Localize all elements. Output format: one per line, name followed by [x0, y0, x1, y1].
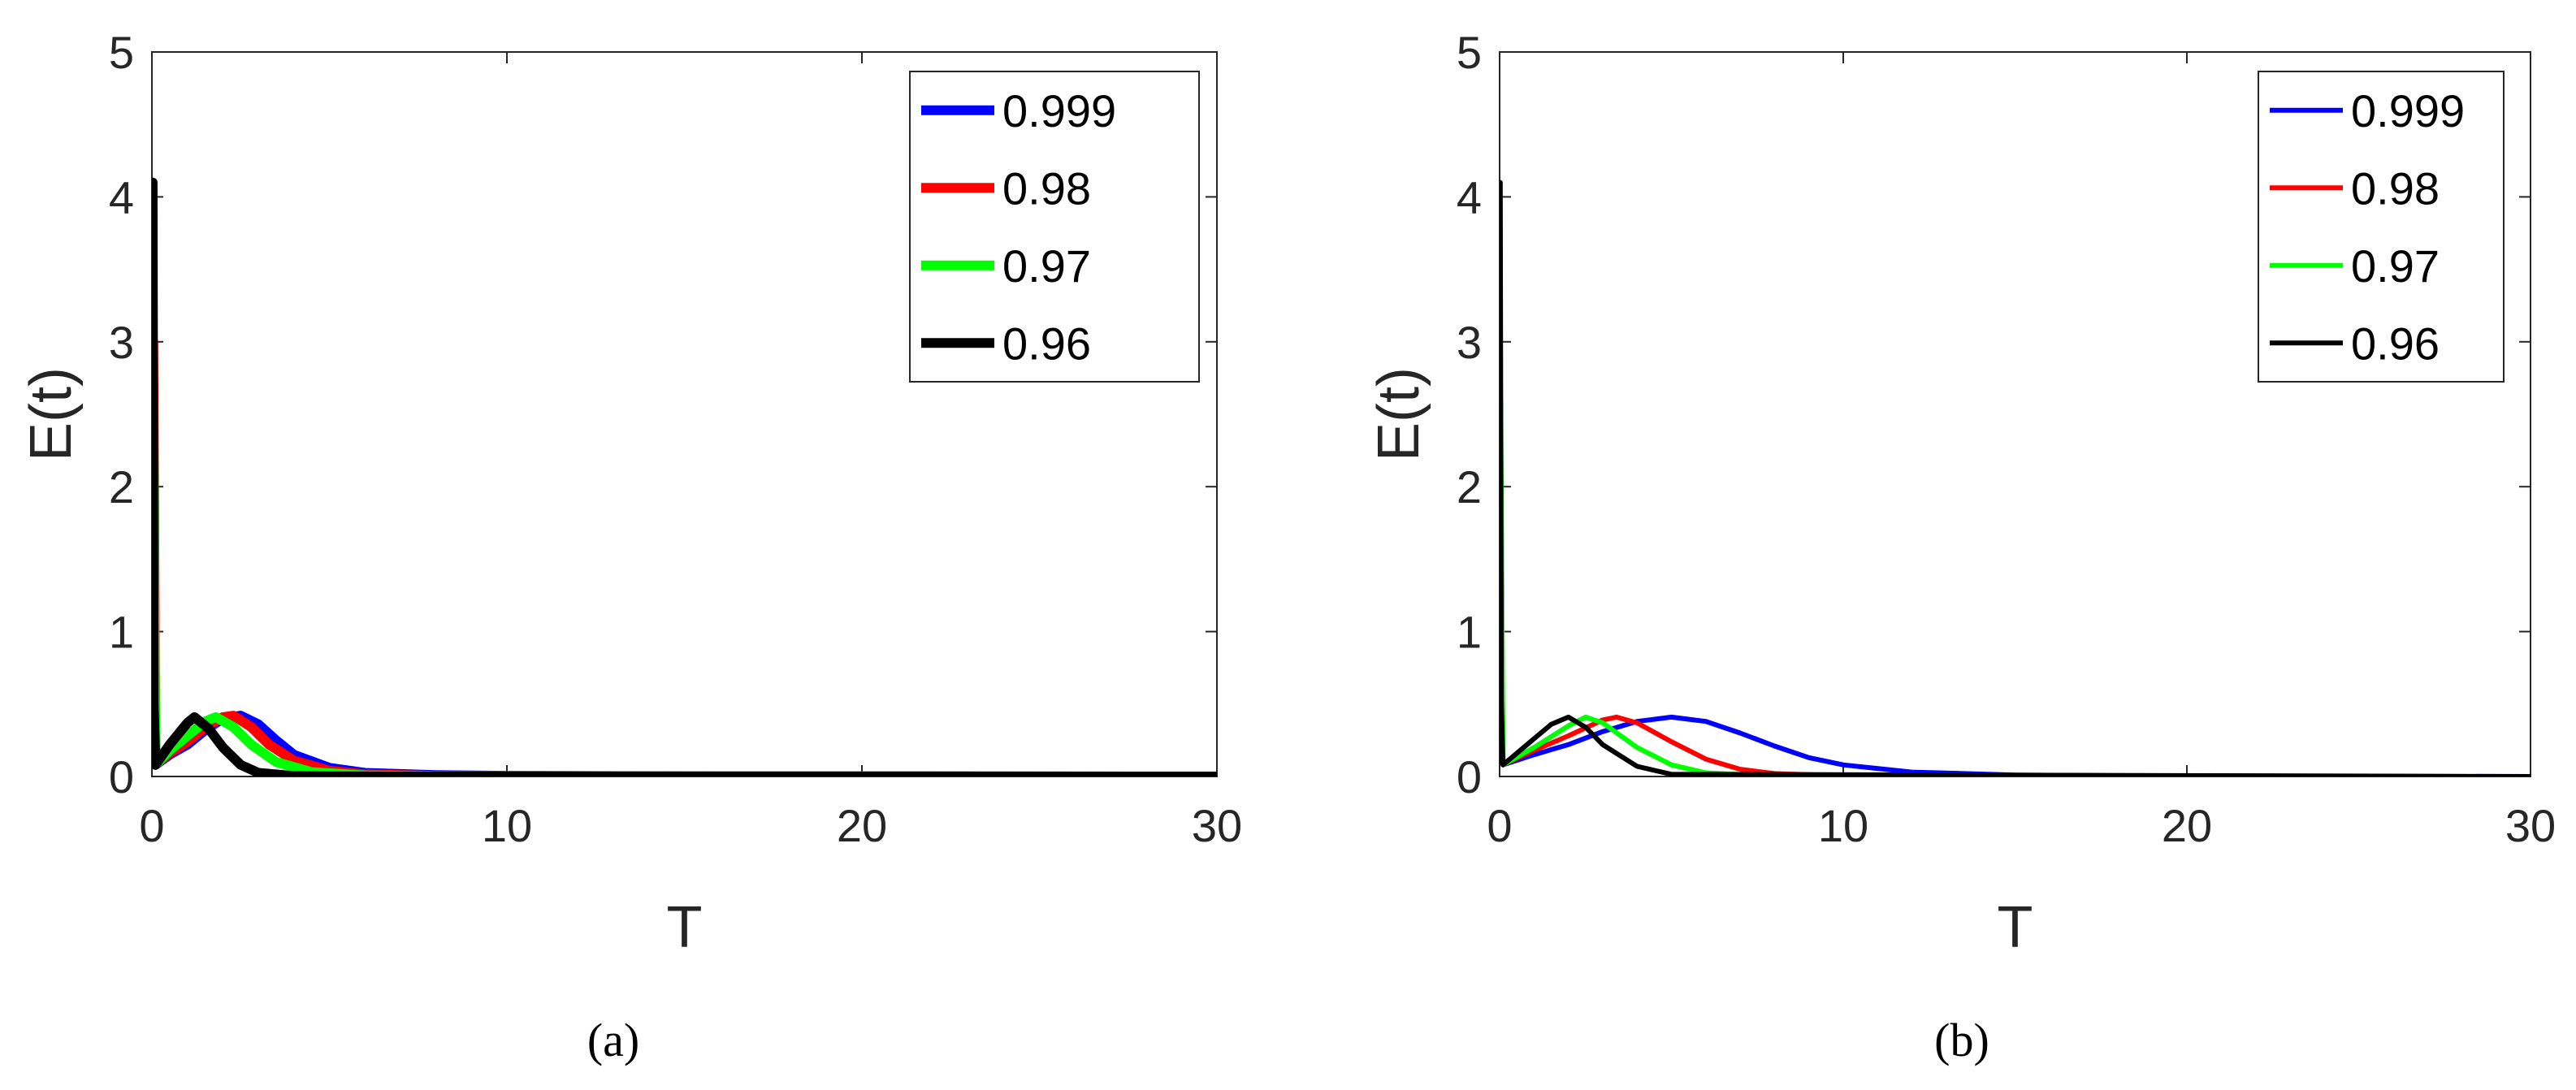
- x-tick-label: 30: [1192, 800, 1242, 851]
- legend: 0.999 0.98 0.97 0.96: [2258, 71, 2505, 383]
- legend: 0.999 0.98 0.97 0.96: [909, 71, 1200, 383]
- series-line-0-999: [152, 583, 1217, 776]
- series-line-0-97: [152, 423, 1217, 776]
- legend-label-0-999: 0.999: [1002, 85, 1116, 136]
- x-axis-label: T: [1998, 895, 2033, 960]
- y-tick-label: 4: [109, 171, 134, 223]
- caption-b: (b): [1934, 1014, 1989, 1066]
- y-tick-label: 5: [109, 27, 134, 78]
- x-tick-label: 0: [1487, 800, 1512, 851]
- y-axis-label: E(t): [19, 367, 84, 461]
- legend-box: [2258, 71, 2505, 383]
- y-tick-label: 0: [109, 751, 134, 802]
- series-group: [1500, 180, 2531, 776]
- y-tick-label: 5: [1457, 27, 1482, 78]
- series-line-0-98: [1500, 484, 2531, 776]
- series-line-0-98: [152, 336, 1217, 776]
- legend-box: [909, 71, 1200, 383]
- series-line-0-96: [152, 177, 1217, 776]
- x-tick-label: 0: [139, 800, 164, 851]
- y-tick-label: 3: [1457, 317, 1482, 368]
- y-axis-label: E(t): [1366, 367, 1431, 461]
- legend-label-0-96: 0.96: [1002, 318, 1091, 369]
- x-axis-label: T: [667, 895, 703, 960]
- y-tick-label: 4: [1457, 171, 1482, 223]
- legend-label-0-999: 0.999: [2351, 85, 2465, 136]
- y-tick-label: 3: [109, 317, 134, 368]
- legend-label-0-98: 0.98: [1002, 162, 1091, 214]
- legend-label-0-96: 0.96: [2351, 318, 2440, 369]
- legend-label-0-98: 0.98: [2351, 162, 2440, 214]
- series-group: [152, 177, 1217, 776]
- chart-b: 0 10 20 30 0 1 2 3 4 5 T E(t) 0.999 0.98 0.97 0.96: [1366, 27, 2556, 960]
- y-tick-label: 2: [109, 461, 134, 513]
- x-tick-label: 10: [482, 800, 532, 851]
- chart-a: 0 10 20 30 0 1 2 3 4 5 T E(t) 0.999 0.98 0.97 0.96: [19, 27, 1242, 960]
- y-tick-label: 2: [1457, 461, 1482, 513]
- series-line-0-96: [1500, 180, 2531, 776]
- x-tick-label: 10: [1818, 800, 1868, 851]
- x-tick-label: 20: [837, 800, 887, 851]
- y-tick-label: 1: [109, 607, 134, 658]
- legend-label-0-97: 0.97: [2351, 240, 2440, 292]
- caption-a: (a): [587, 1014, 639, 1066]
- x-tick-label: 20: [2162, 800, 2212, 851]
- legend-label-0-97: 0.97: [1002, 240, 1091, 292]
- x-tick-label: 30: [2505, 800, 2556, 851]
- y-tick-label: 1: [1457, 607, 1482, 658]
- y-tick-label: 0: [1457, 751, 1482, 802]
